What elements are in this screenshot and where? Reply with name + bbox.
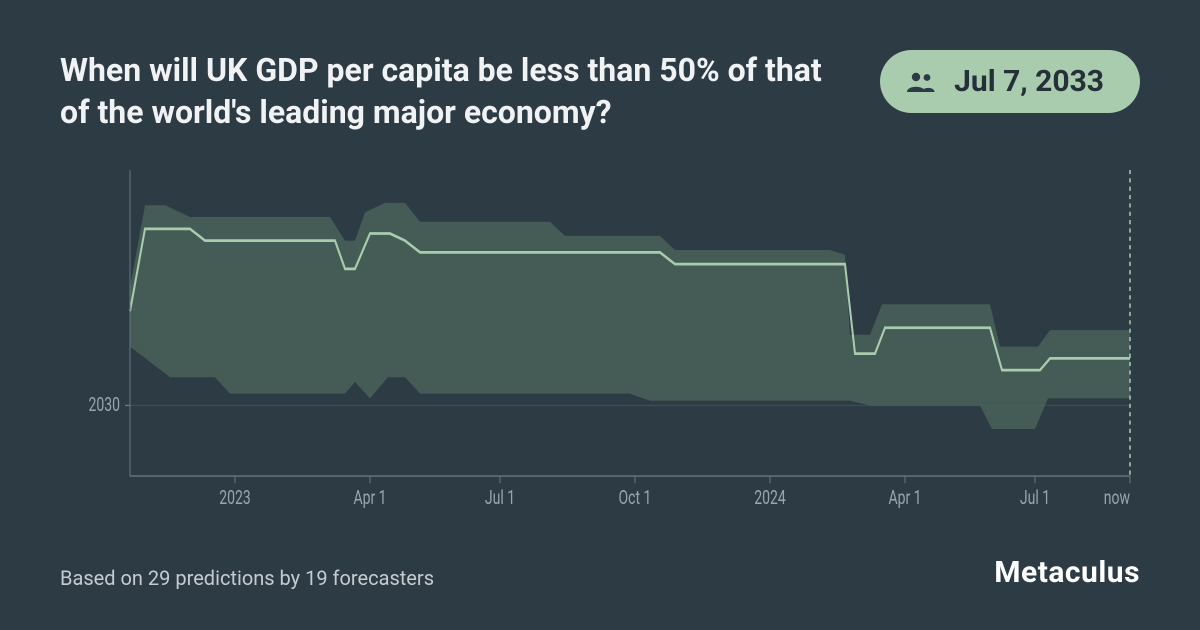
svg-text:Apr 1: Apr 1 [888, 487, 921, 510]
svg-text:2024: 2024 [754, 487, 786, 510]
card-container: When will UK GDP per capita be less than… [0, 0, 1200, 630]
svg-text:2030: 2030 [89, 394, 120, 417]
brand-logo: Metaculus [994, 555, 1140, 590]
forecast-chart: 2030 2023 Apr 1 Jul 1 Oct 1 2024 Apr 1 Jul 1 now [60, 163, 1140, 525]
svg-text:Apr 1: Apr 1 [353, 487, 386, 510]
question-title: When will UK GDP per capita be less than… [60, 50, 850, 133]
svg-text:Oct 1: Oct 1 [619, 487, 652, 510]
footer: Based on 29 predictions by 19 forecaster… [60, 555, 1140, 590]
predictions-count: 29 [148, 566, 170, 590]
svg-text:2023: 2023 [219, 487, 250, 510]
confidence-band [130, 203, 1130, 429]
forecasters-count: 19 [305, 566, 327, 590]
svg-text:Jul 1: Jul 1 [485, 487, 515, 510]
prediction-badge: Jul 7, 2033 [880, 50, 1140, 113]
header: When will UK GDP per capita be less than… [60, 50, 1140, 133]
svg-text:now: now [1104, 487, 1130, 510]
footnote: Based on 29 predictions by 19 forecaster… [60, 566, 434, 590]
prediction-value: Jul 7, 2033 [954, 64, 1104, 99]
svg-text:Jul 1: Jul 1 [1020, 487, 1050, 510]
community-icon [906, 71, 936, 93]
